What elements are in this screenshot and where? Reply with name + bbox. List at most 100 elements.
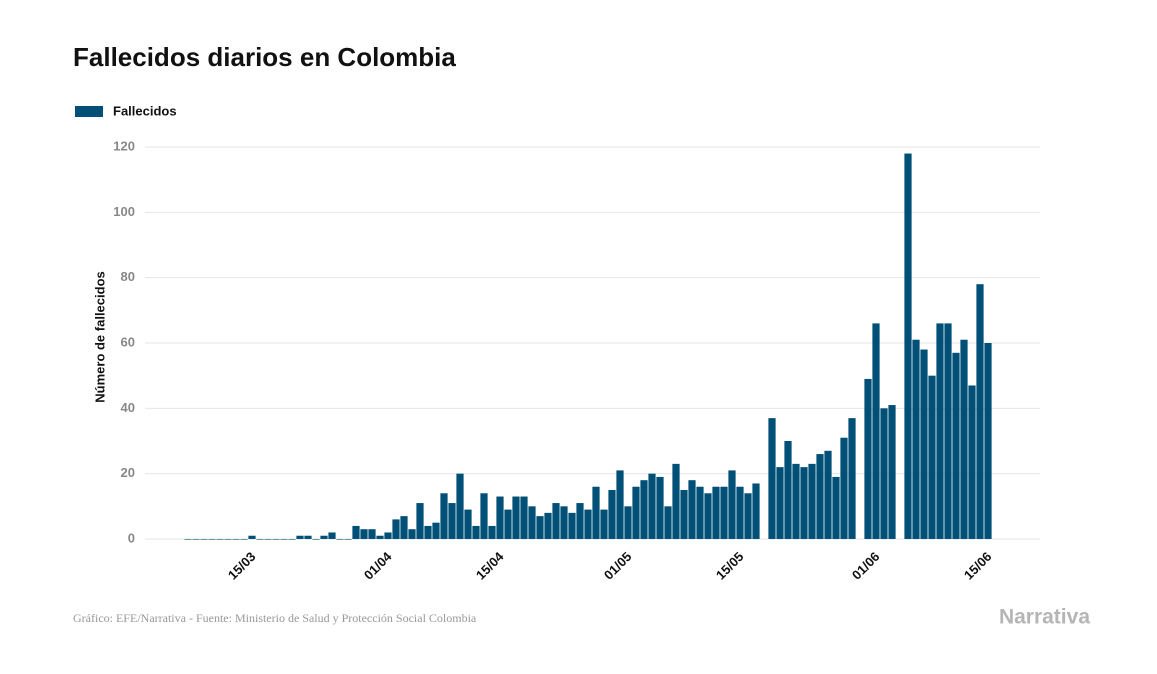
bar [864,378,872,539]
bar [240,539,248,540]
bar [208,539,216,540]
bar [512,496,520,539]
bar [552,503,560,539]
bar [288,539,296,540]
bar [200,539,208,540]
bar [528,506,536,539]
bar [952,352,960,539]
bar [264,539,272,540]
bar [608,490,616,539]
legend-label: Fallecidos [113,103,177,118]
bar [704,493,712,539]
bar [712,486,720,539]
bar [672,463,680,539]
bar [688,480,696,539]
bar [256,539,264,540]
bar [872,323,880,539]
bar [312,539,320,540]
x-tick-label: 15/06 [961,549,995,583]
bar [216,539,224,540]
x-tick-label: 01/04 [361,548,395,582]
bar [448,503,456,539]
bar [984,343,992,539]
bar [520,496,528,539]
legend-swatch [75,106,103,117]
bar [464,509,472,539]
x-tick-label: 01/06 [849,549,883,583]
bar [792,463,800,539]
bar [560,506,568,539]
y-tick-label: 0 [128,530,135,545]
bar [368,529,376,539]
bar [912,339,920,539]
bar [536,516,544,539]
bar [192,539,200,540]
bar [400,516,408,539]
bar [656,476,664,539]
y-tick-label: 120 [113,138,135,153]
bar [944,323,952,539]
bar [472,525,480,539]
bar [736,486,744,539]
bar [344,539,352,540]
y-tick-label: 80 [121,269,135,284]
bar [840,437,848,539]
bar [808,463,816,539]
bar [784,441,792,539]
bar [592,486,600,539]
bar [800,467,808,539]
bar [480,493,488,539]
bar [432,522,440,539]
bar [920,349,928,539]
y-tick-label: 40 [121,400,135,415]
bar [888,405,896,539]
bar [960,339,968,539]
bar [352,525,360,539]
bar [928,375,936,539]
y-tick-label: 20 [121,465,135,480]
bar [296,535,304,539]
bar [376,535,384,539]
bar [816,454,824,539]
bar [504,509,512,539]
bar [936,323,944,539]
bar [408,529,416,539]
x-tick-label: 15/05 [713,549,747,583]
bar [576,503,584,539]
bar [440,493,448,539]
bar [664,506,672,539]
bar [336,539,344,540]
x-tick-label: 15/04 [473,548,507,582]
bar [752,483,760,539]
bar [768,418,776,539]
bar [904,153,912,540]
bar [848,418,856,539]
bar [776,467,784,539]
bar [496,496,504,539]
bar [728,470,736,539]
bar [232,539,240,540]
bar [360,529,368,539]
bar [832,476,840,539]
bar [248,535,256,539]
bar [720,486,728,539]
bar [392,519,400,539]
chart-title: Fallecidos diarios en Colombia [73,42,456,72]
bar [424,525,432,539]
bar [632,486,640,539]
x-tick-label: 15/03 [225,549,259,583]
brand: Narrativa [999,606,1090,629]
bar [320,535,328,539]
bar [328,532,336,539]
y-axis-label: Número de fallecidos [92,271,107,402]
x-tick-label: 01/05 [601,549,635,583]
bar [824,450,832,539]
bar [624,506,632,539]
y-tick-label: 60 [121,334,135,349]
bar [696,486,704,539]
y-tick-label: 100 [113,204,135,219]
bar [456,473,464,539]
bar [304,535,312,539]
bar [184,539,192,540]
